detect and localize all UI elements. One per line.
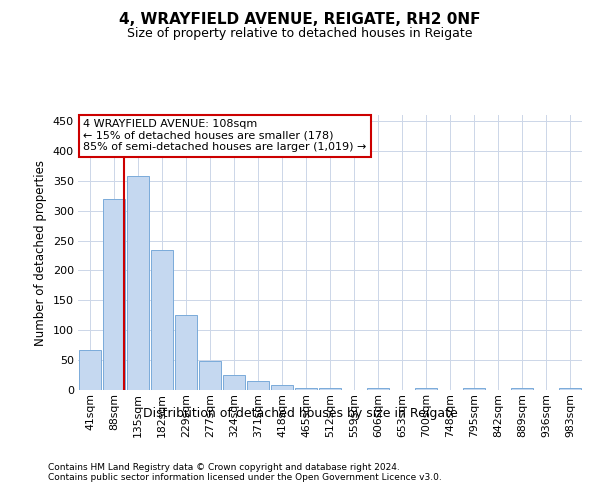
Bar bbox=[199, 360, 221, 390]
Text: 4, WRAYFIELD AVENUE, REIGATE, RH2 0NF: 4, WRAYFIELD AVENUE, REIGATE, RH2 0NF bbox=[119, 12, 481, 28]
Bar bbox=[127, 176, 149, 390]
Bar bbox=[103, 198, 125, 390]
Bar bbox=[319, 388, 341, 390]
Bar bbox=[271, 385, 293, 390]
Text: Size of property relative to detached houses in Reigate: Size of property relative to detached ho… bbox=[127, 28, 473, 40]
Y-axis label: Number of detached properties: Number of detached properties bbox=[34, 160, 47, 346]
Bar bbox=[511, 388, 533, 390]
Bar bbox=[175, 314, 197, 390]
Bar bbox=[463, 388, 485, 390]
Bar bbox=[559, 388, 581, 390]
Bar bbox=[415, 388, 437, 390]
Bar bbox=[247, 381, 269, 390]
Text: Distribution of detached houses by size in Reigate: Distribution of detached houses by size … bbox=[143, 408, 457, 420]
Text: Contains public sector information licensed under the Open Government Licence v3: Contains public sector information licen… bbox=[48, 472, 442, 482]
Text: Contains HM Land Registry data © Crown copyright and database right 2024.: Contains HM Land Registry data © Crown c… bbox=[48, 462, 400, 471]
Bar bbox=[223, 375, 245, 390]
Bar bbox=[79, 350, 101, 390]
Bar bbox=[367, 388, 389, 390]
Bar bbox=[151, 250, 173, 390]
Bar bbox=[295, 388, 317, 390]
Text: 4 WRAYFIELD AVENUE: 108sqm
← 15% of detached houses are smaller (178)
85% of sem: 4 WRAYFIELD AVENUE: 108sqm ← 15% of deta… bbox=[83, 119, 367, 152]
